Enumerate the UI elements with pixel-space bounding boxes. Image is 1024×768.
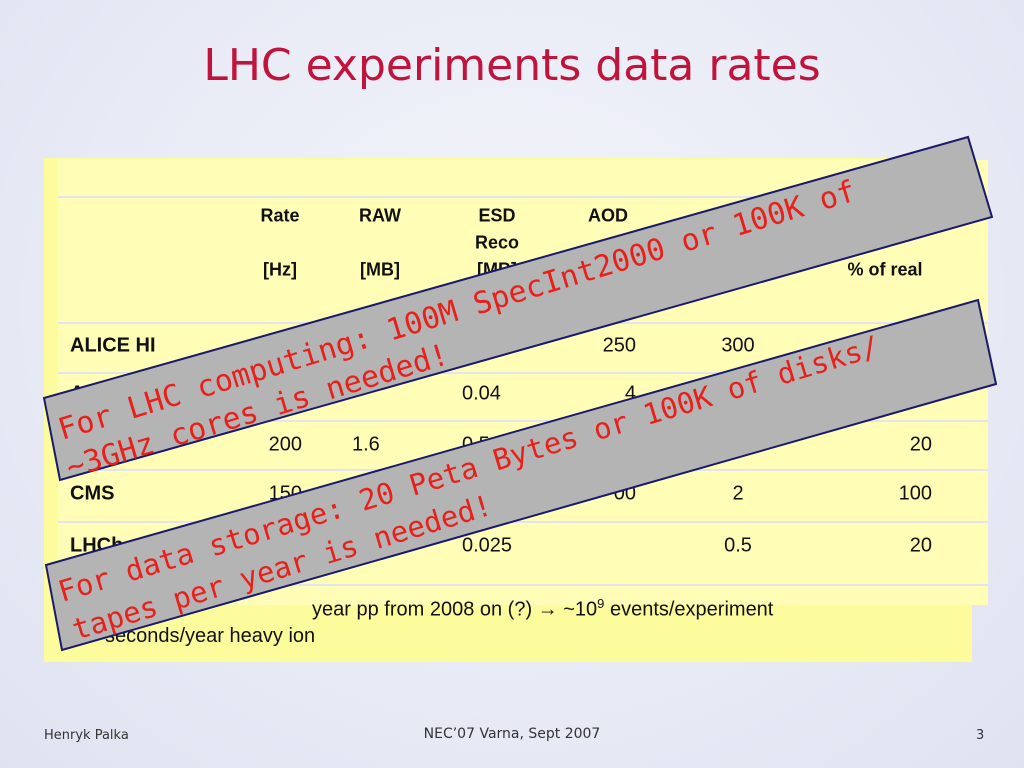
footnote-text: seconds/year heavy ion <box>105 625 316 647</box>
table-rule <box>58 372 988 374</box>
table-cell: 300 <box>721 334 755 357</box>
table-rule <box>58 420 988 422</box>
row-label: CMS <box>70 482 115 505</box>
table-cell: 20 <box>909 534 932 557</box>
table-cell: 4 <box>624 382 636 405</box>
footnote-line: seconds/year heavy ion <box>105 625 315 648</box>
table-cell: 250 <box>602 334 636 357</box>
column-header: [MB] <box>360 259 400 280</box>
column-header: % of real <box>847 259 923 280</box>
table-cell: 2 <box>732 482 744 505</box>
column-header: ESD <box>478 205 516 226</box>
table-rule <box>58 521 988 523</box>
footer-event: NEC’07 Varna, Sept 2007 <box>423 726 601 742</box>
overlay-box <box>44 298 998 652</box>
footnote-text: year pp from 2008 on (?) → ~10 <box>312 598 598 621</box>
footer-author: Henryk Palka <box>44 728 129 743</box>
table-cell: 0.04 <box>462 382 501 405</box>
table-cell: 0.025 <box>462 534 513 557</box>
column-header: Rate <box>260 205 300 226</box>
footnote-text: events/experiment <box>604 598 774 621</box>
table-cell: 20 <box>909 433 932 456</box>
table-cell: 200 <box>268 433 302 456</box>
column-header: Reco <box>474 232 520 253</box>
column-header: [Hz] <box>263 259 297 280</box>
column-header: RAW <box>359 205 401 226</box>
footnote-line: year pp from 2008 on (?) → ~109 events/e… <box>312 596 773 622</box>
table-cell: 1.6 <box>352 433 380 456</box>
overlay-box <box>42 135 994 482</box>
table-rule <box>58 584 988 586</box>
row-label: ALICE HI <box>70 334 156 357</box>
page-number: 3 <box>976 728 985 743</box>
slide-title: LHC experiments data rates <box>203 40 821 91</box>
footnote-text: 9 <box>597 596 605 611</box>
table-cell: 100 <box>898 482 932 505</box>
column-header: AOD <box>588 205 628 226</box>
table-cell: 0.5 <box>724 534 752 557</box>
table-rule <box>58 196 988 198</box>
